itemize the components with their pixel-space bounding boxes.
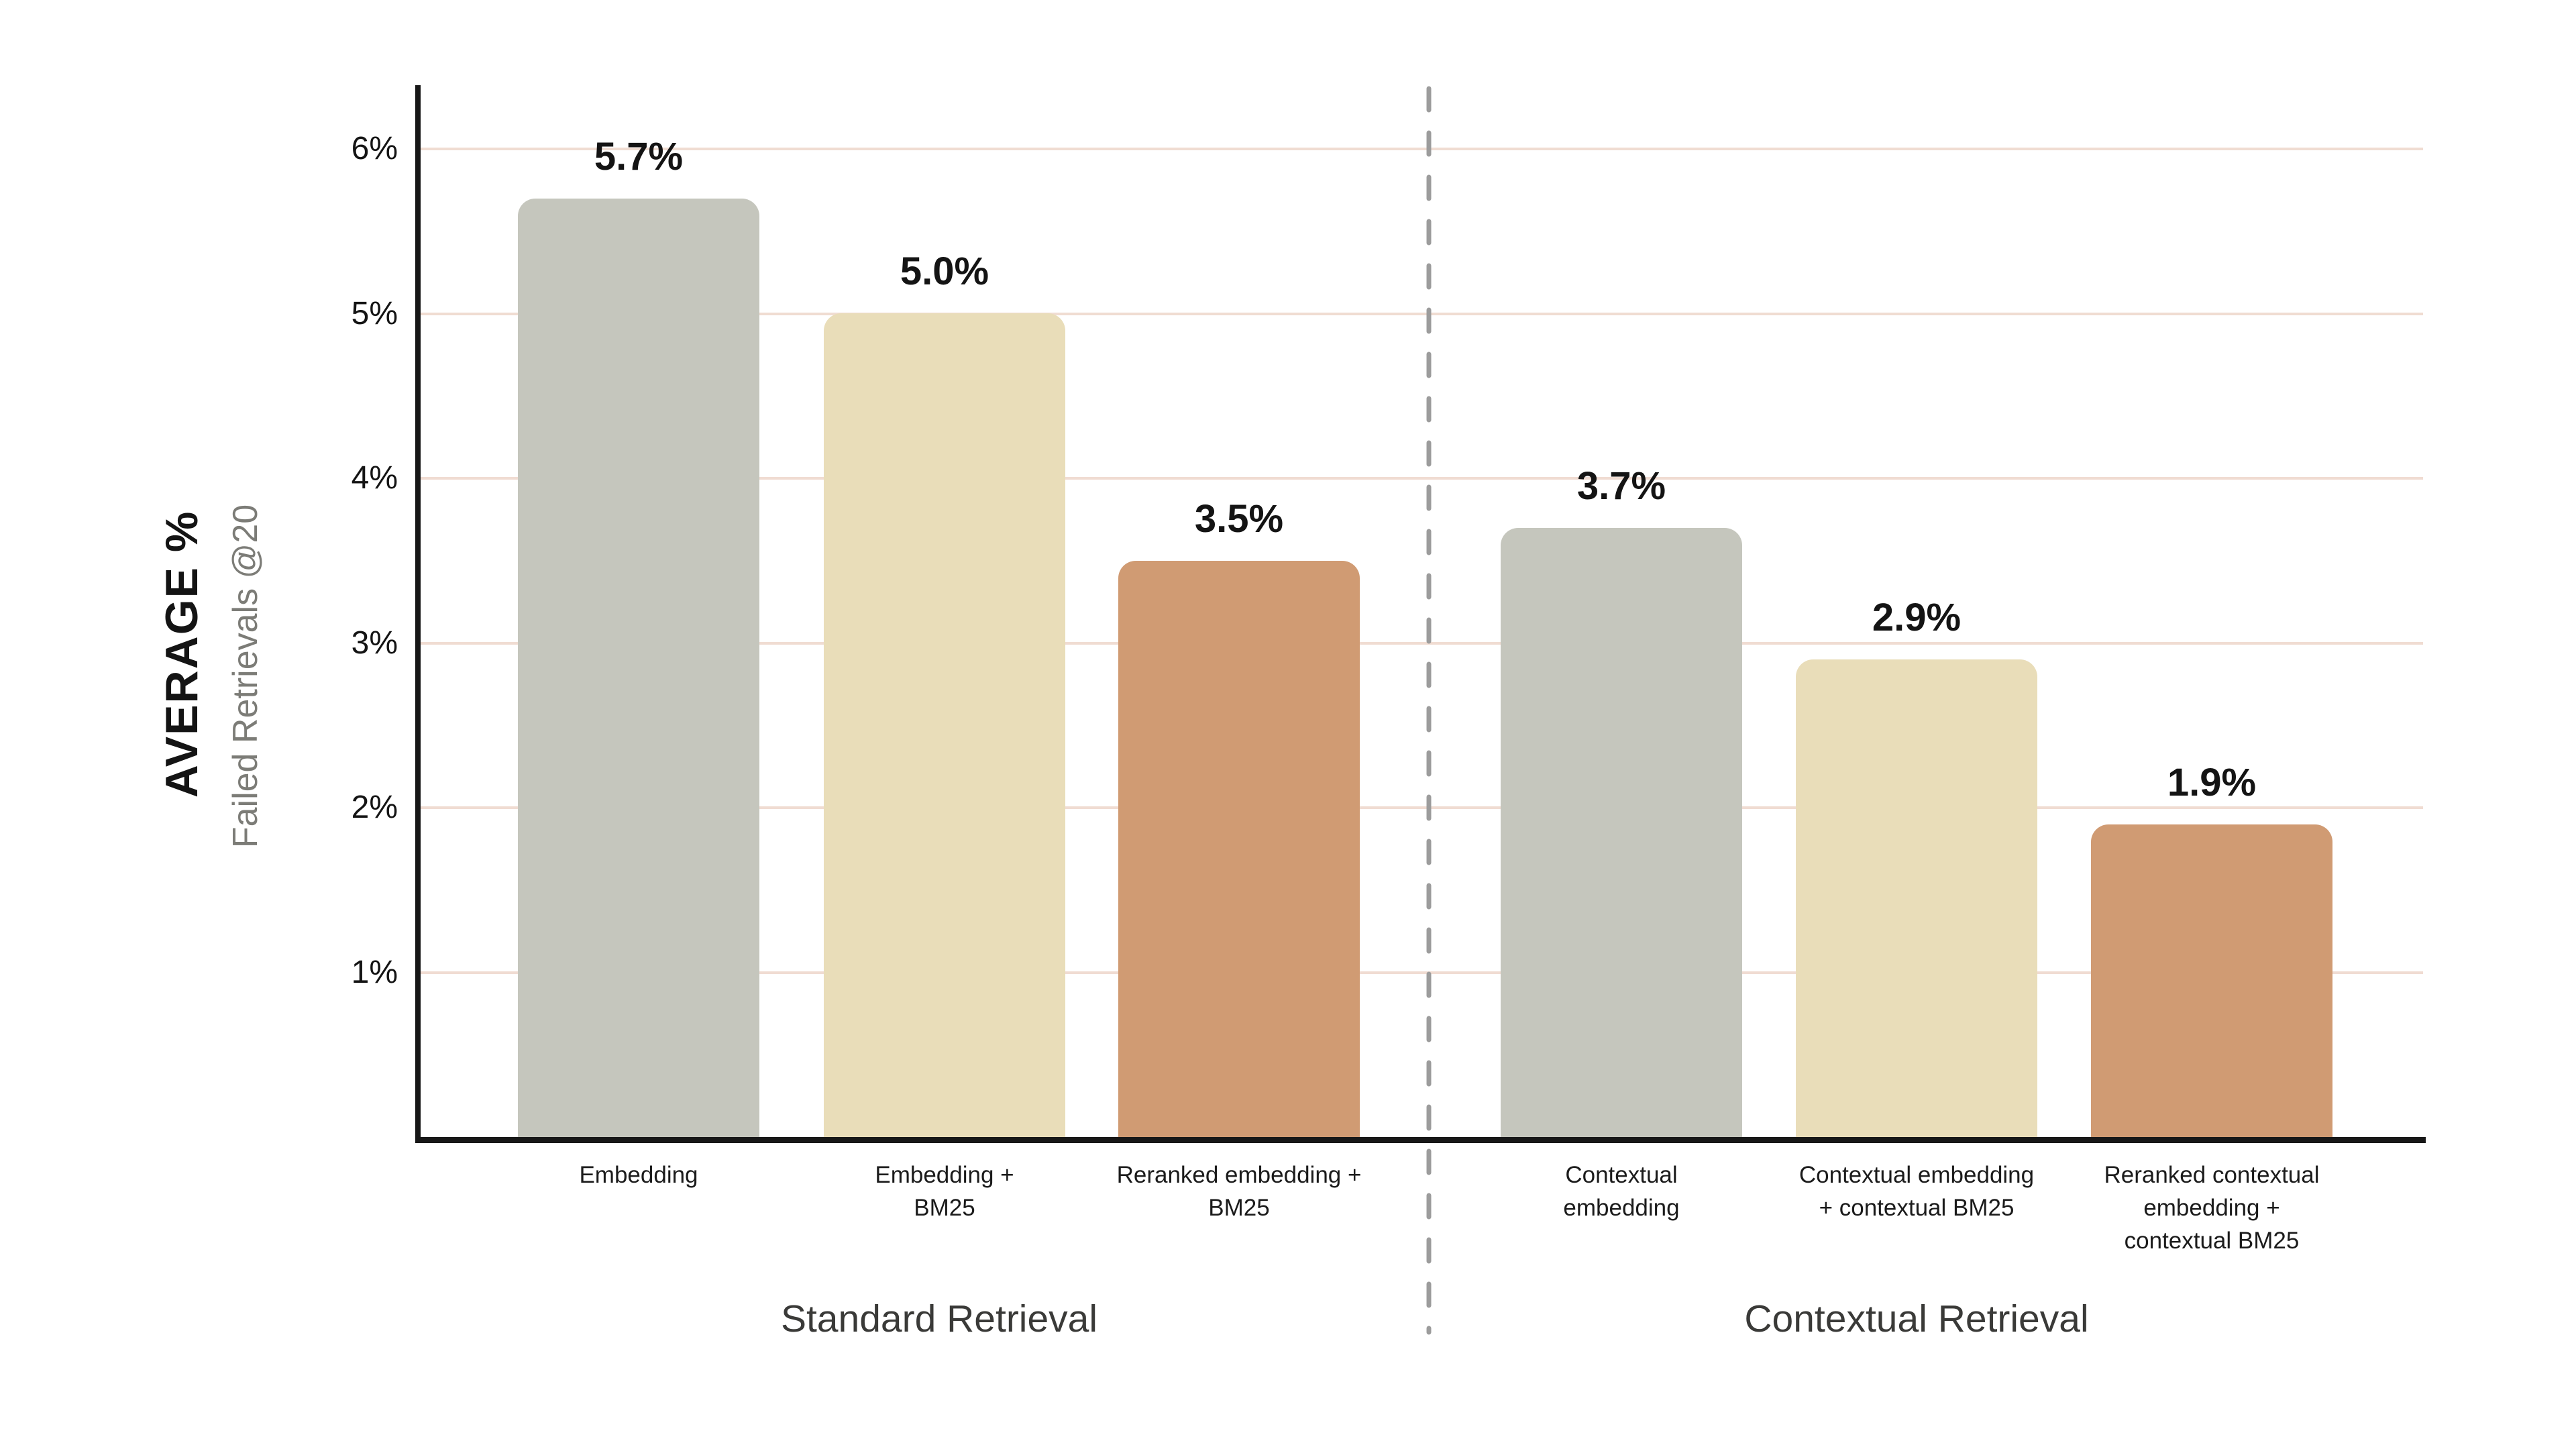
bar-category-label: Embedding + BM25	[875, 1162, 1014, 1221]
gridline	[421, 477, 2423, 480]
y-tick-label: 4%	[351, 460, 398, 496]
bar-category-label: Embedding	[579, 1162, 698, 1188]
gridline	[421, 971, 2423, 974]
bar-value-label: 5.7%	[594, 135, 684, 178]
y-tick-label: 3%	[351, 625, 398, 661]
bar-category-label: Reranked embedding + BM25	[1116, 1162, 1362, 1221]
bar-value-label: 5.0%	[900, 250, 989, 293]
group-label: Contextual Retrieval	[1744, 1297, 2089, 1340]
bar	[518, 199, 759, 1137]
group-label: Standard Retrieval	[780, 1297, 1098, 1340]
bar	[824, 313, 1065, 1137]
bar	[2091, 824, 2332, 1137]
y-tick-label: 1%	[351, 954, 398, 990]
gridline	[421, 806, 2423, 809]
gridline	[421, 312, 2423, 315]
y-tick-label: 2%	[351, 790, 398, 825]
y-axis-line	[415, 85, 421, 1143]
bar	[1796, 659, 2037, 1137]
bar-value-label: 3.5%	[1194, 497, 1284, 541]
bar	[1501, 528, 1742, 1137]
gridline	[421, 641, 2423, 645]
group-divider-dashed-line	[1426, 86, 1432, 1335]
x-axis-line	[415, 1137, 2426, 1143]
bar-category-label: Contextual embedding	[1563, 1162, 1680, 1221]
bar-value-label: 2.9%	[1872, 596, 1962, 639]
bar	[1118, 561, 1360, 1137]
y-tick-label: 6%	[351, 131, 398, 166]
bar-value-label: 1.9%	[2167, 761, 2257, 804]
bar-category-label: Contextual embedding + contextual BM25	[1799, 1162, 2035, 1221]
y-tick-label: 5%	[351, 295, 398, 331]
bar-value-label: 3.7%	[1576, 464, 1666, 508]
gridline	[421, 148, 2423, 150]
bar-category-label: Reranked contextual embedding + contextu…	[2104, 1162, 2320, 1254]
